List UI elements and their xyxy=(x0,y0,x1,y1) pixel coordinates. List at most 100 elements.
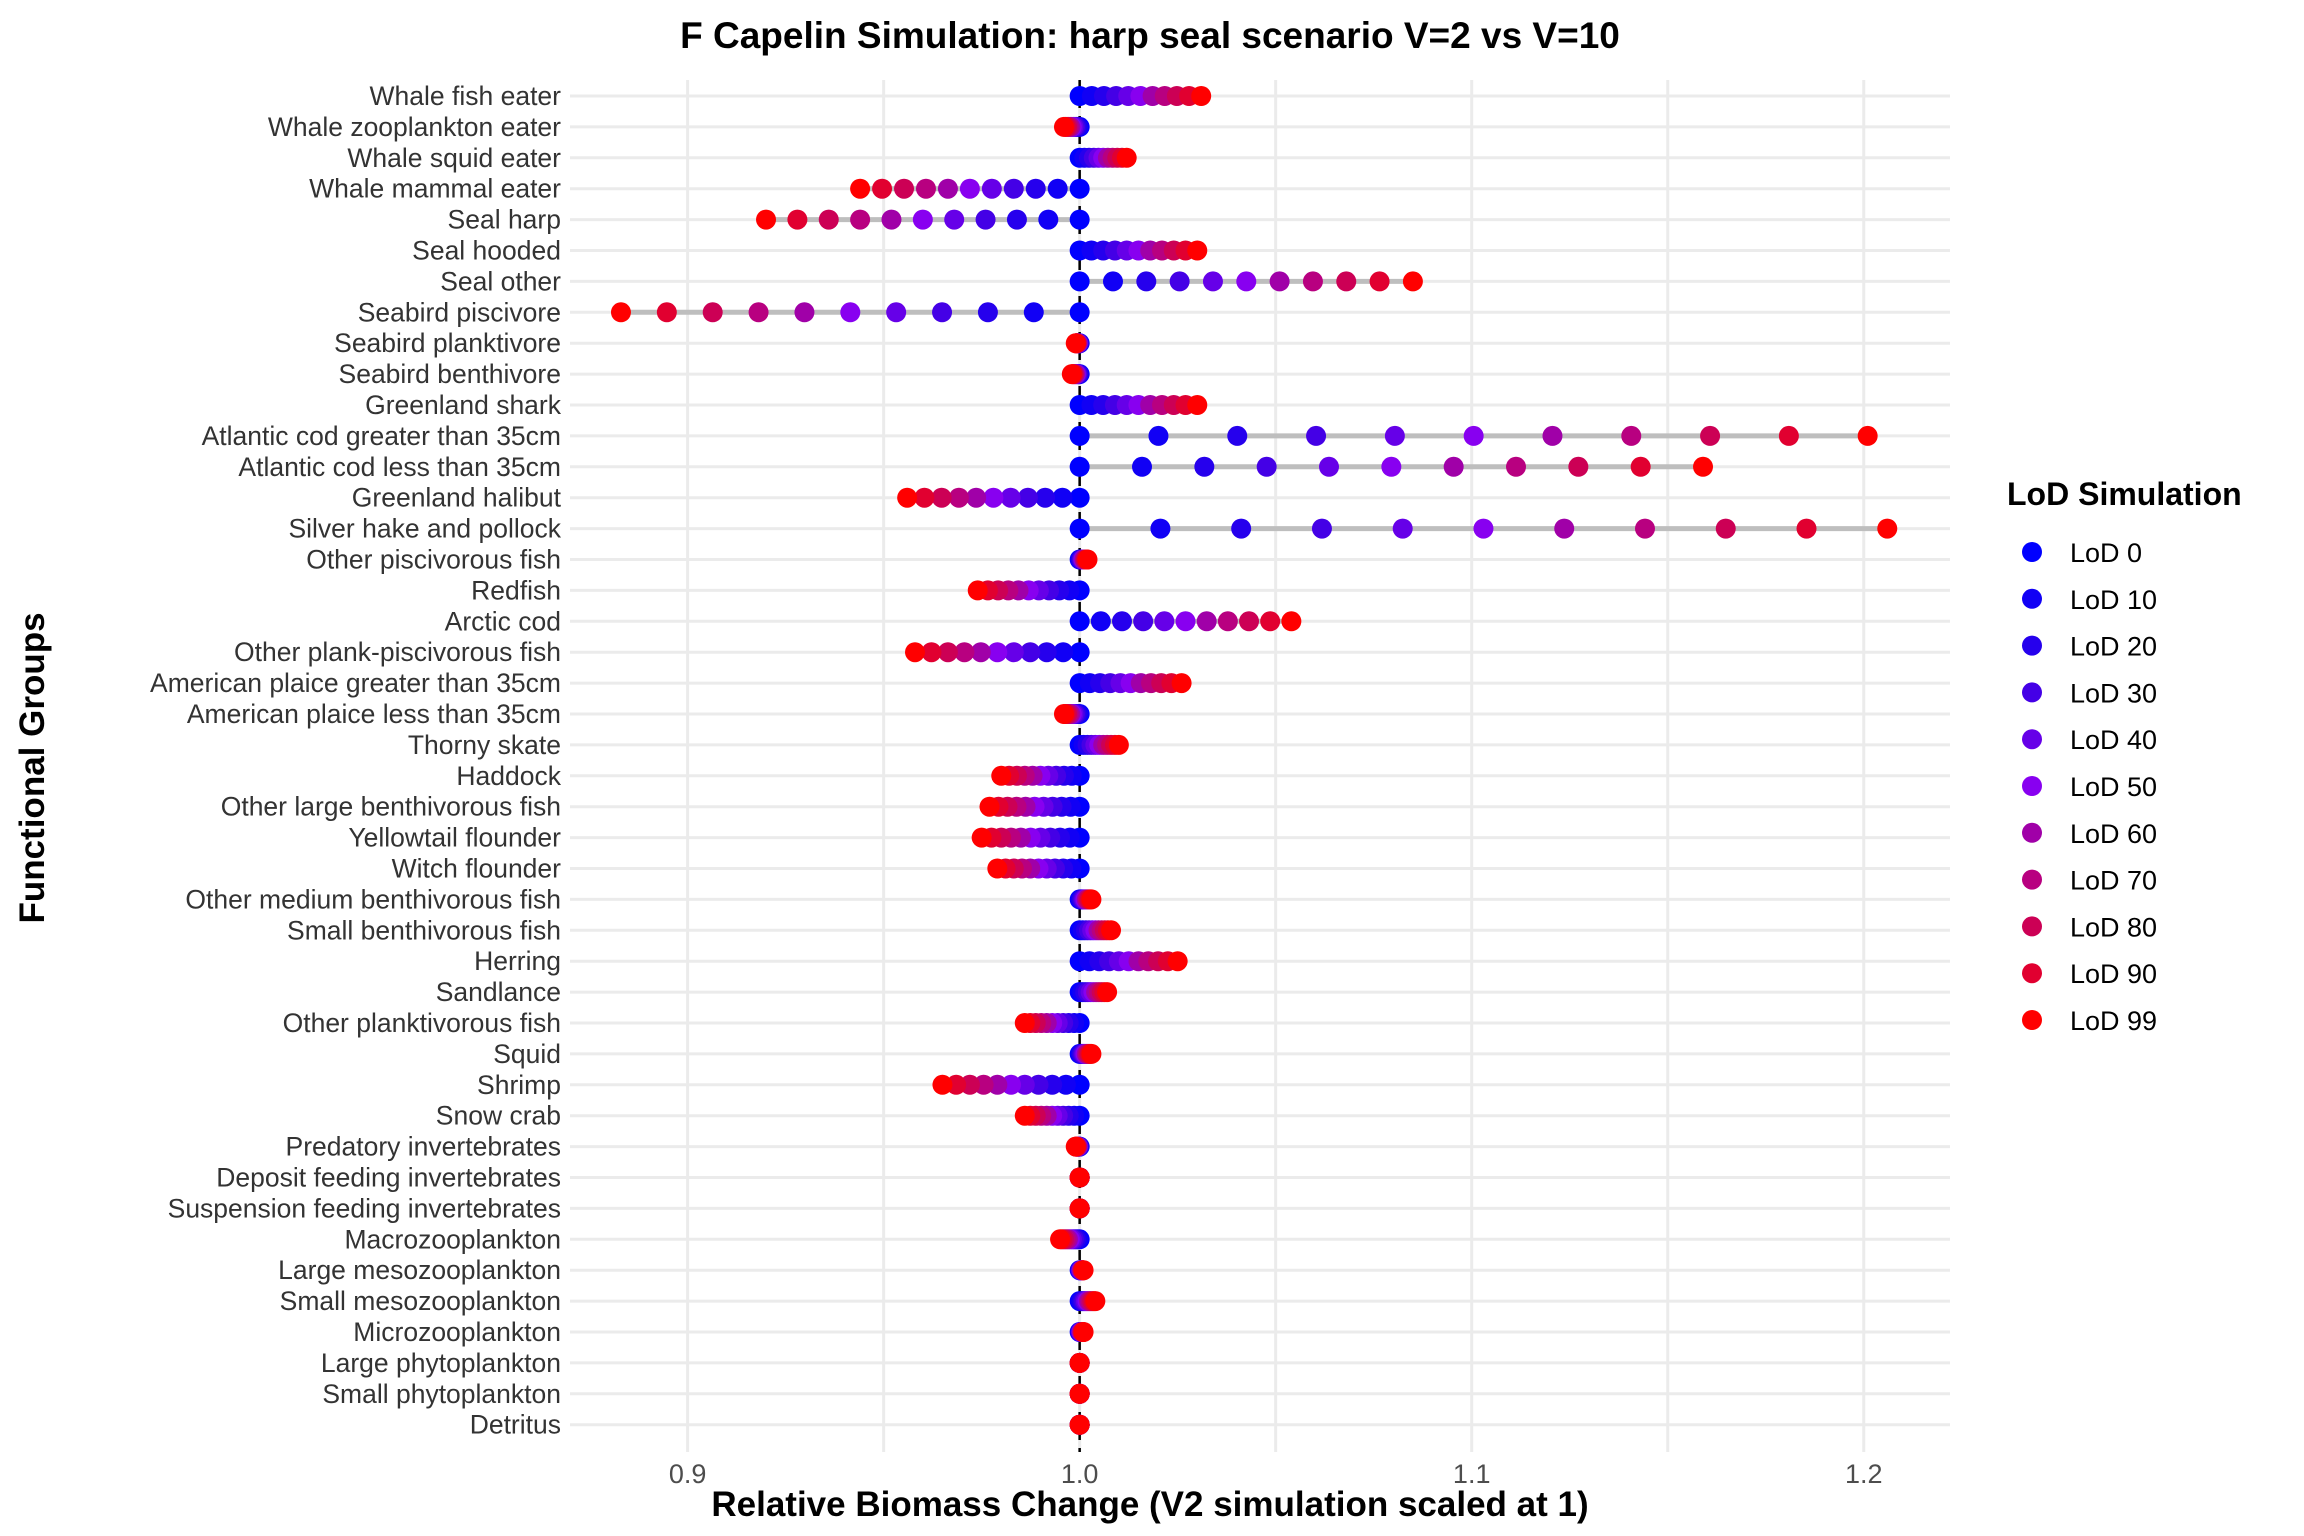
data-point xyxy=(872,178,893,199)
data-point xyxy=(1053,642,1074,663)
category-label: Whale fish eater xyxy=(370,81,562,111)
category-label: Yellowtail flounder xyxy=(348,823,561,853)
legend-label: LoD 70 xyxy=(2070,866,2157,896)
data-point xyxy=(1621,425,1642,446)
data-point xyxy=(1073,1260,1094,1281)
data-point xyxy=(610,302,631,323)
chart-title: F Capelin Simulation: harp seal scenario… xyxy=(680,15,1620,56)
data-point xyxy=(1700,425,1721,446)
category-label: Small mesozooplankton xyxy=(280,1286,561,1316)
data-point xyxy=(1302,271,1323,292)
data-point xyxy=(1053,704,1074,724)
category-label: Other large benthivorous fish xyxy=(221,792,561,822)
data-point xyxy=(1055,1074,1076,1095)
data-point xyxy=(1857,425,1878,446)
category-label: Whale zooplankton eater xyxy=(268,112,561,142)
legend-label: LoD 99 xyxy=(2070,1006,2157,1036)
data-point xyxy=(1715,518,1736,539)
data-point xyxy=(850,209,871,230)
data-point xyxy=(1381,456,1402,477)
data-point xyxy=(1778,425,1799,446)
category-label: Witch flounder xyxy=(392,854,562,884)
data-point xyxy=(944,209,965,230)
category-label: Detritus xyxy=(470,1410,561,1440)
data-point xyxy=(1236,271,1257,292)
legend-swatch xyxy=(2022,682,2042,703)
data-point xyxy=(840,302,861,323)
legend-label: LoD 10 xyxy=(2070,585,2157,615)
category-label: Redfish xyxy=(471,575,561,605)
data-point xyxy=(959,178,980,199)
data-point xyxy=(970,642,991,663)
category-label: Seabird benthivore xyxy=(339,359,561,389)
data-point xyxy=(1028,1074,1049,1095)
data-point xyxy=(921,642,942,663)
data-point xyxy=(756,209,777,230)
data-point xyxy=(1311,518,1332,539)
data-point xyxy=(1175,611,1196,632)
data-point xyxy=(1131,456,1152,477)
data-point xyxy=(886,302,907,323)
data-point xyxy=(1402,271,1423,292)
category-label: Other planktivorous fish xyxy=(283,1008,561,1038)
legend-label: LoD 30 xyxy=(2070,678,2157,708)
data-point xyxy=(1306,425,1327,446)
data-point xyxy=(1069,271,1090,292)
data-point xyxy=(1150,518,1171,539)
data-point xyxy=(702,302,723,323)
data-point xyxy=(1217,611,1238,632)
category-label: Whale squid eater xyxy=(347,143,561,173)
data-point xyxy=(1231,518,1252,539)
data-point xyxy=(967,580,988,601)
data-point xyxy=(1281,611,1302,632)
data-point xyxy=(1065,333,1086,354)
data-point xyxy=(1000,487,1021,508)
legend-title: LoD Simulation xyxy=(2007,476,2242,512)
data-point xyxy=(1052,487,1073,508)
legend-swatch xyxy=(2022,963,2042,984)
data-point xyxy=(948,487,969,508)
legend-label: LoD 50 xyxy=(2070,772,2157,802)
data-point xyxy=(1630,456,1651,477)
data-point xyxy=(897,487,918,508)
legend-swatch xyxy=(2022,542,2042,562)
legend-swatch xyxy=(2022,588,2042,609)
category-label: Thorny skate xyxy=(408,730,561,760)
data-point xyxy=(1239,611,1260,632)
grid xyxy=(570,80,1950,1452)
x-tick-label: 0.9 xyxy=(669,1459,707,1489)
data-point xyxy=(1069,611,1090,632)
data-point xyxy=(1003,178,1024,199)
data-point xyxy=(1148,425,1169,446)
data-point xyxy=(1090,611,1111,632)
data-point xyxy=(971,827,992,848)
legend-swatch xyxy=(2022,916,2042,937)
legend-swatch xyxy=(2022,869,2042,890)
data-point xyxy=(991,765,1012,786)
data-point xyxy=(932,1074,953,1095)
data-point xyxy=(1392,518,1413,539)
category-label: Silver hake and pollock xyxy=(288,514,561,544)
category-label: Seal hooded xyxy=(412,236,561,266)
legend-label: LoD 60 xyxy=(2070,819,2157,849)
category-label: Squid xyxy=(493,1039,561,1069)
data-point xyxy=(983,487,1004,508)
category-label: Other plank-piscivorous fish xyxy=(234,637,561,667)
data-point xyxy=(1101,920,1122,941)
legend-label: LoD 20 xyxy=(2070,632,2157,662)
data-point xyxy=(1319,456,1339,477)
data-point xyxy=(794,302,815,323)
data-point xyxy=(1014,1105,1035,1126)
data-point xyxy=(954,642,975,663)
data-point xyxy=(979,796,1000,817)
data-point xyxy=(1069,1074,1090,1095)
legend-label: LoD 40 xyxy=(2070,725,2157,755)
category-label: Predatory invertebrates xyxy=(286,1132,561,1162)
legend-label: LoD 80 xyxy=(2070,912,2157,942)
data-point xyxy=(1023,302,1044,323)
data-point xyxy=(1194,456,1215,477)
data-point xyxy=(1693,456,1714,477)
category-label: American plaice greater than 35cm xyxy=(150,668,561,698)
